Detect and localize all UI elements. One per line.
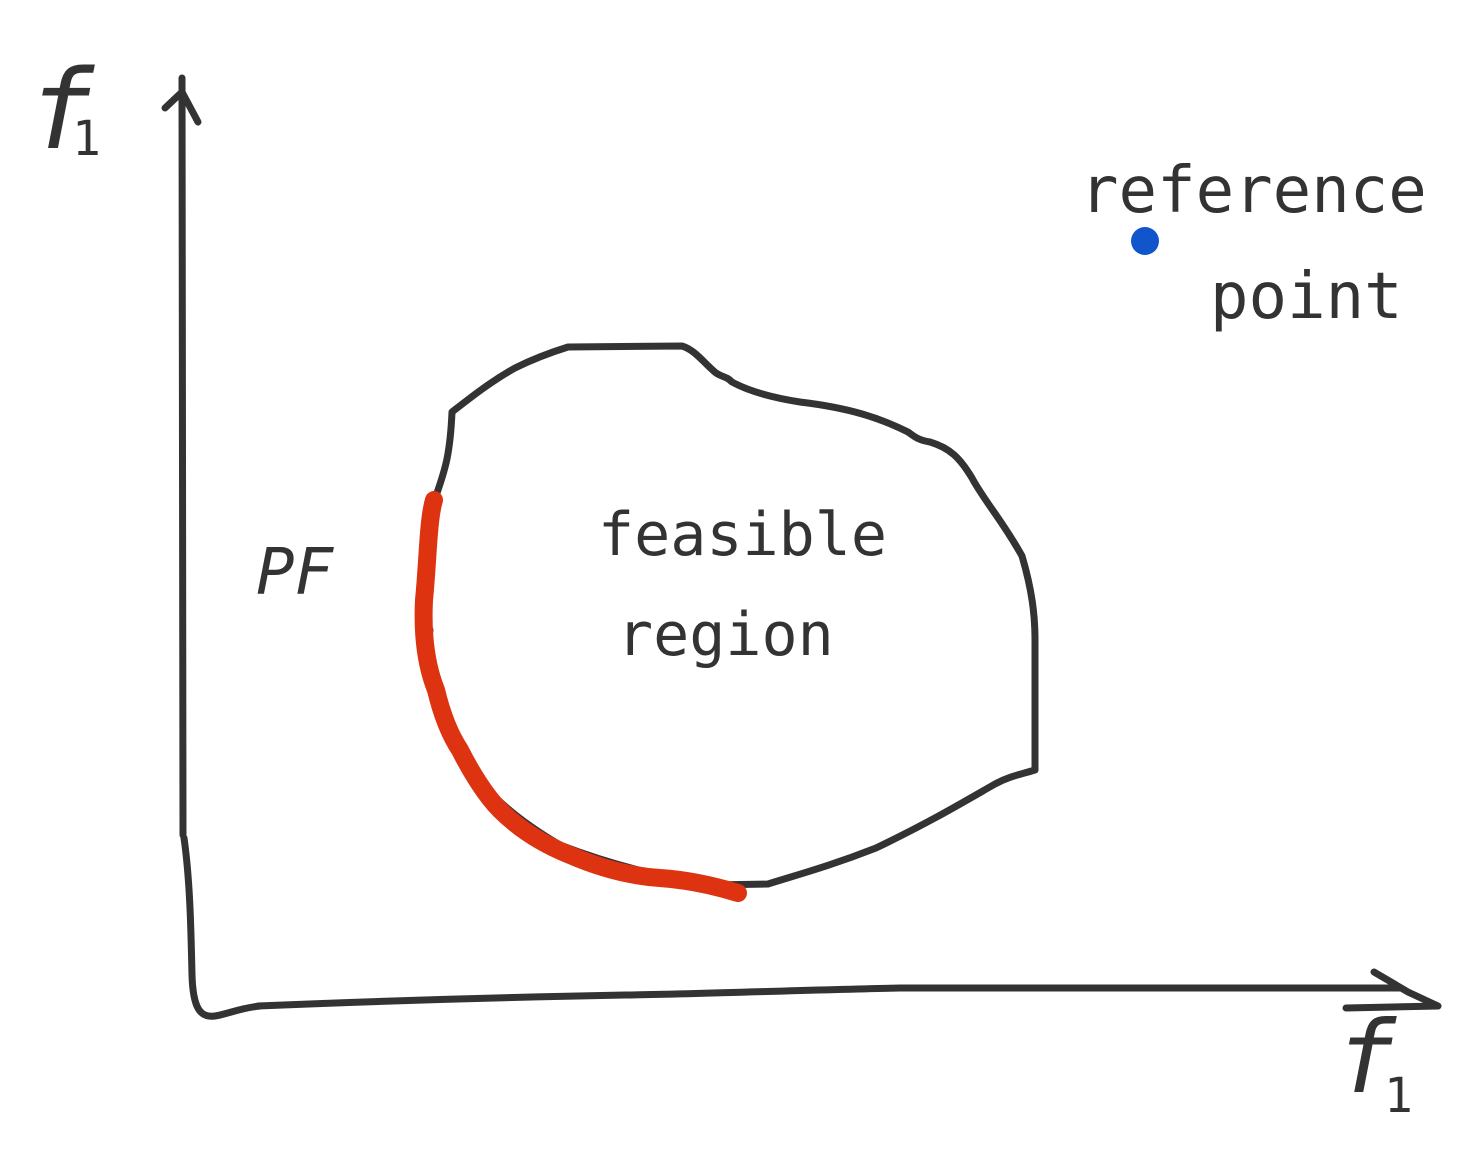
y-axis-label-group: f 1 — [28, 46, 101, 174]
y-axis-label-subscript: 1 — [72, 111, 101, 167]
reference-point-label-line2: point — [1210, 260, 1403, 334]
y-axis — [161, 74, 264, 1020]
y-axis-arrowhead — [161, 88, 202, 126]
x-axis-line — [254, 984, 1404, 1010]
x-axis-label-group: f 1 — [1336, 999, 1413, 1124]
pareto-front-label: PF — [256, 536, 335, 610]
origin-corner — [180, 834, 264, 1020]
reference-point-label-line1: reference — [1080, 154, 1427, 228]
feasible-region-label-line1: feasible — [598, 500, 887, 570]
reference-point-marker — [1131, 227, 1159, 255]
x-axis-label-subscript: 1 — [1384, 1068, 1413, 1124]
y-axis-label: f — [28, 46, 95, 174]
y-axis-line — [178, 74, 187, 839]
feasible-region-label-line2: region — [617, 600, 834, 670]
x-axis — [254, 968, 1442, 1012]
pareto-front-curve — [414, 491, 747, 902]
x-axis-arrowhead — [1342, 968, 1442, 1012]
x-axis-label: f — [1336, 999, 1397, 1116]
